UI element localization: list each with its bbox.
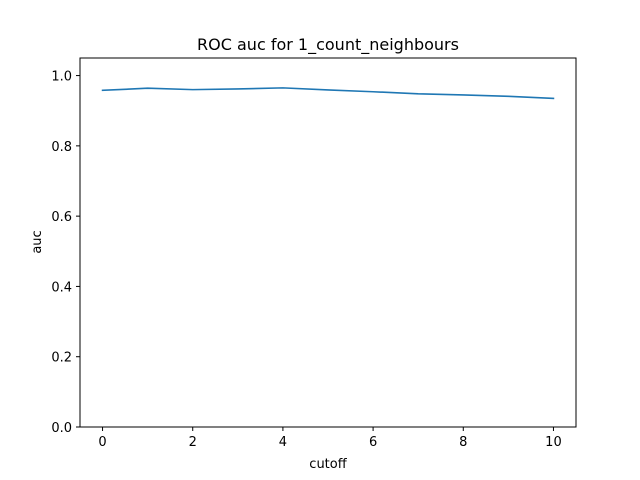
- x-axis-label: cutoff: [309, 457, 347, 472]
- x-tick-label: 6: [369, 435, 377, 450]
- series-layer: [101, 87, 555, 100]
- y-tick-label: 0.8: [51, 140, 72, 155]
- y-tick-label: 0.6: [51, 210, 72, 225]
- axes-frame: [79, 57, 577, 428]
- x-tick-label: 4: [279, 435, 287, 450]
- chart-title: ROC auc for 1_count_neighbours: [197, 35, 459, 55]
- x-tick-label: 10: [545, 435, 562, 450]
- y-tick-label: 0.0: [51, 421, 72, 436]
- y-tick-label: 0.4: [51, 280, 72, 295]
- x-axis: 0 2 4 6 8 10: [98, 427, 562, 450]
- y-axis-label: auc: [30, 230, 45, 253]
- series-line: [101, 87, 555, 100]
- y-axis: 0.0 0.2 0.4 0.6 0.8 1.0: [51, 70, 80, 436]
- y-tick-label: 0.2: [51, 351, 72, 366]
- y-tick-label: 1.0: [51, 70, 72, 85]
- x-tick-label: 2: [189, 435, 197, 450]
- x-tick-label: 8: [459, 435, 467, 450]
- x-tick-label: 0: [98, 435, 106, 450]
